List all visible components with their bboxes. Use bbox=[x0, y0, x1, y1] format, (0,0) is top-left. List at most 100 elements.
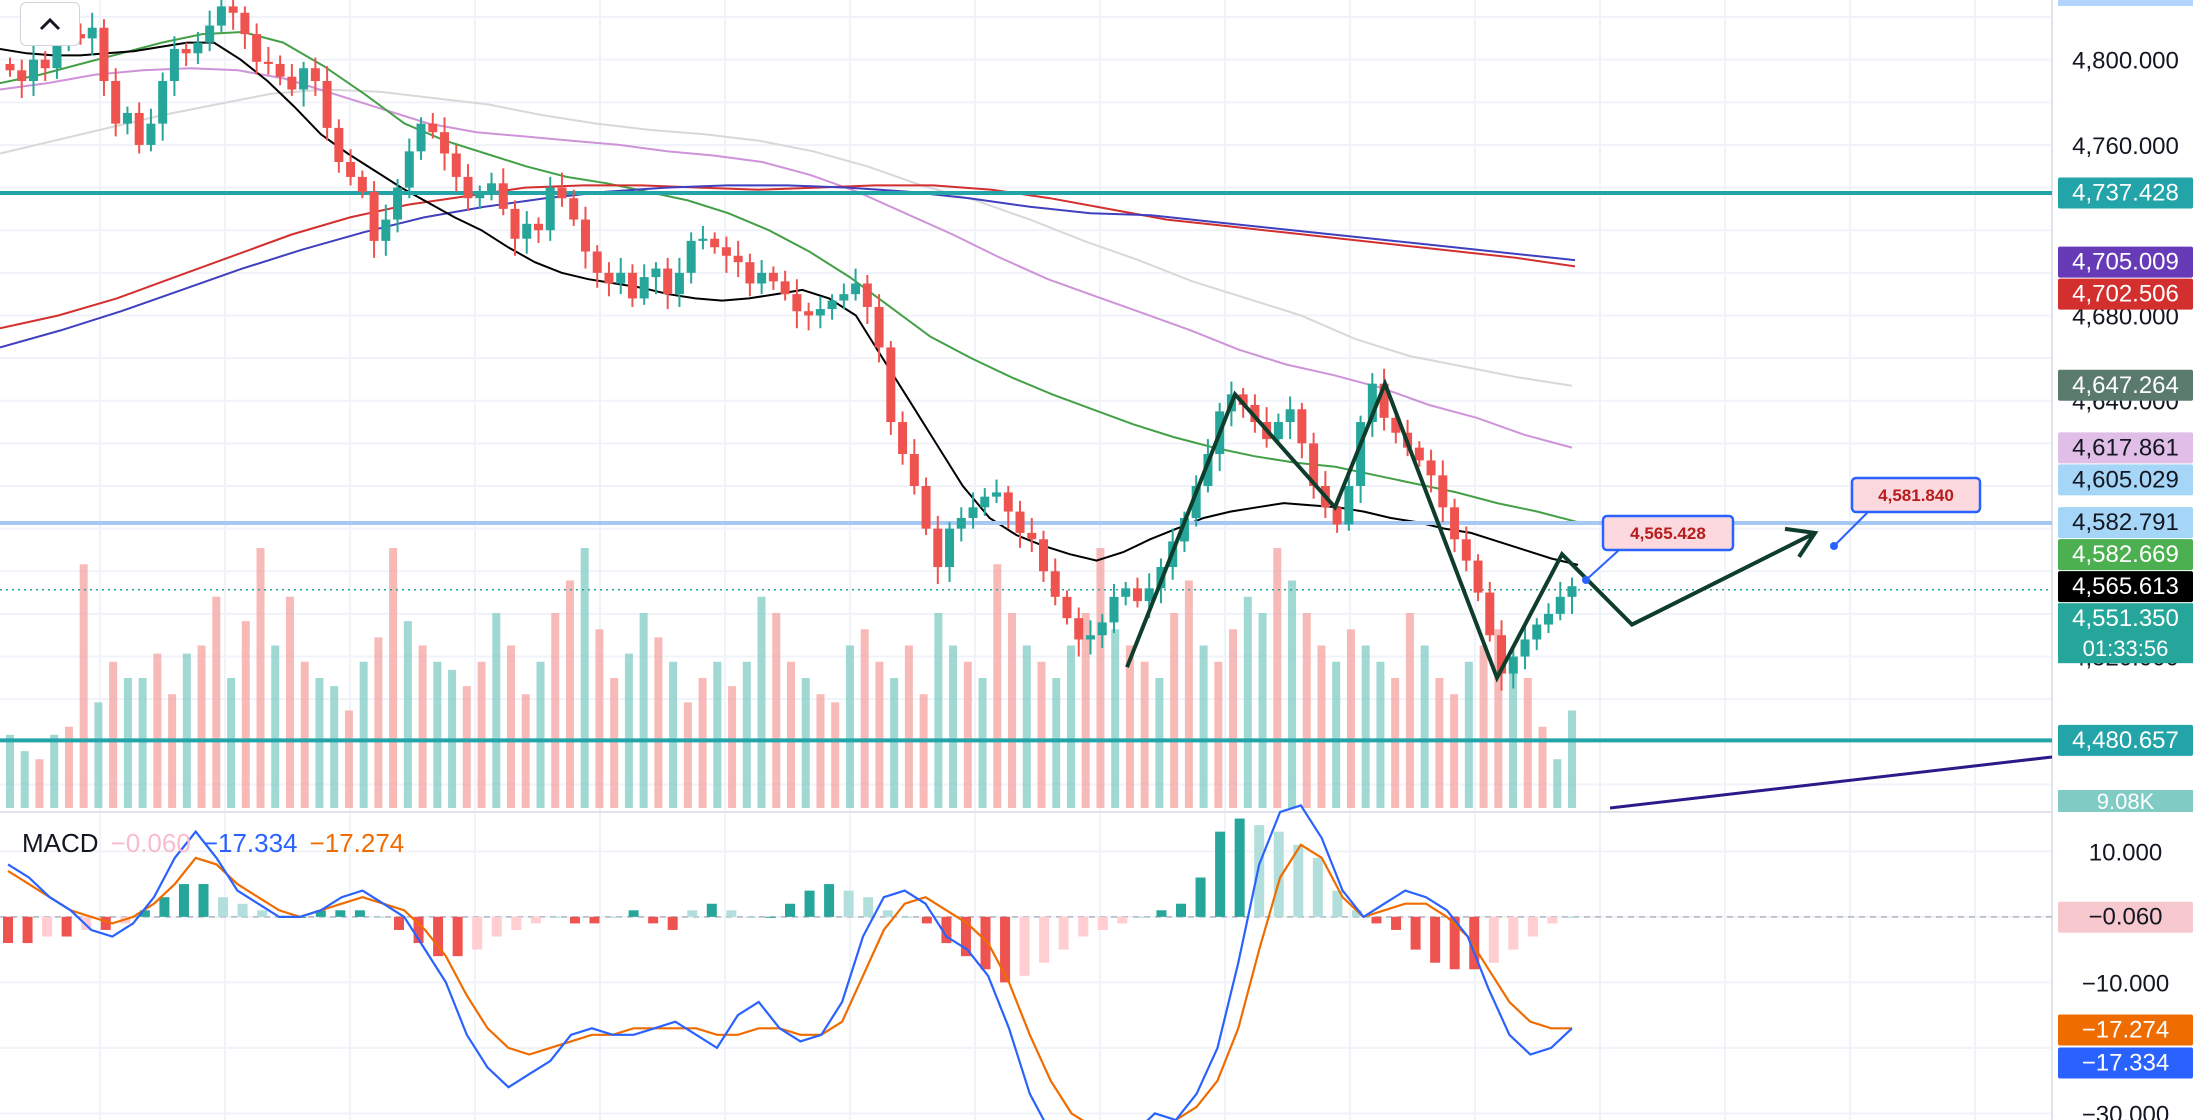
candle-body bbox=[757, 272, 767, 284]
macd-histogram-bar bbox=[765, 916, 776, 918]
candle-body bbox=[1356, 422, 1366, 486]
price-label[interactable]: 4,582.669 bbox=[2058, 539, 2193, 571]
candle bbox=[639, 264, 649, 305]
price-label[interactable]: 4,702.506 bbox=[2058, 278, 2193, 310]
price-label-current[interactable]: 4,551.350 01:33:56 bbox=[2058, 603, 2193, 664]
macd-value-label[interactable]: −0.060 bbox=[2058, 901, 2193, 933]
price-label-box bbox=[2058, 246, 2193, 278]
candle bbox=[1027, 517, 1037, 553]
candle bbox=[5, 57, 15, 77]
candle-body bbox=[252, 34, 262, 62]
macd-histogram-bar bbox=[843, 890, 854, 917]
macd-histogram-bar bbox=[374, 916, 385, 918]
macd-histogram-bar bbox=[1449, 916, 1460, 970]
candle-body bbox=[945, 528, 955, 567]
callout-anchor bbox=[1582, 576, 1590, 584]
macd-histogram-bar bbox=[1215, 831, 1226, 917]
candle bbox=[393, 179, 403, 233]
price-label[interactable]: 4,582.791 bbox=[2058, 507, 2193, 539]
candle bbox=[522, 211, 532, 254]
macd-value-label[interactable]: −17.274 bbox=[2058, 1014, 2193, 1046]
candle-body bbox=[310, 68, 320, 81]
macd-line-value: −17.334 bbox=[202, 828, 298, 858]
macd-histogram-bar bbox=[1097, 916, 1108, 930]
macd-histogram-bar bbox=[42, 916, 53, 937]
candle bbox=[1062, 590, 1072, 625]
candle bbox=[1567, 577, 1577, 614]
candle-body bbox=[1567, 586, 1577, 597]
collapse-button[interactable] bbox=[20, 2, 80, 46]
candle-body bbox=[1250, 405, 1260, 423]
candle-body bbox=[404, 151, 414, 188]
volume-bar bbox=[1450, 694, 1459, 808]
macd-histogram-bar bbox=[178, 884, 189, 917]
candle-body bbox=[686, 240, 696, 273]
macd-histogram-bar bbox=[1156, 910, 1167, 917]
candle bbox=[99, 19, 109, 96]
price-label[interactable]: 4,480.657 bbox=[2058, 724, 2193, 756]
macd-value-label[interactable]: −17.334 bbox=[2058, 1047, 2193, 1079]
price-label[interactable]: 4,617.861 bbox=[2058, 432, 2193, 464]
candle bbox=[475, 185, 485, 209]
macd-histogram-bar bbox=[1547, 916, 1558, 924]
macd-histogram-bar bbox=[706, 903, 717, 917]
price-callout[interactable]: 4,581.840 bbox=[1830, 476, 1982, 550]
macd-histogram-bar bbox=[198, 884, 209, 917]
candle bbox=[252, 23, 262, 75]
candle bbox=[463, 164, 473, 212]
candle-body bbox=[627, 272, 637, 299]
candle-body bbox=[463, 176, 473, 199]
volume-bar bbox=[580, 548, 589, 808]
callout-pointer bbox=[1833, 511, 1869, 547]
volume-bar bbox=[934, 613, 943, 808]
volume-bar bbox=[1096, 548, 1105, 808]
macd-histogram-bar bbox=[530, 916, 541, 924]
macd-histogram-bar bbox=[921, 916, 932, 924]
price-label[interactable]: 4,647.264 bbox=[2058, 369, 2193, 401]
candle bbox=[510, 200, 520, 256]
volume-bar bbox=[1214, 661, 1223, 808]
macd-histogram-bar bbox=[218, 897, 229, 917]
zigzag-pattern-drawing[interactable] bbox=[1125, 378, 1819, 683]
macd-histogram-bar bbox=[3, 916, 13, 944]
volume-bar bbox=[1346, 629, 1355, 808]
price-label[interactable]: 4,605.029 bbox=[2058, 464, 2193, 496]
price-label[interactable]: 4,737.428 bbox=[2058, 177, 2193, 209]
price-label[interactable]: 4,565.613 bbox=[2058, 571, 2193, 603]
candle-body bbox=[1367, 383, 1377, 423]
volume-bar bbox=[153, 653, 162, 808]
volume-bar bbox=[1111, 629, 1120, 808]
candle-body bbox=[1050, 571, 1060, 597]
volume-bar bbox=[1140, 661, 1149, 808]
volume-bar bbox=[1125, 645, 1134, 808]
macd-histogram-bar bbox=[491, 916, 502, 937]
volume-bar bbox=[742, 661, 751, 808]
price-label-text: 4,551.350 bbox=[2072, 605, 2179, 632]
candle bbox=[381, 204, 391, 256]
candle-body bbox=[980, 496, 990, 508]
candle bbox=[674, 257, 684, 307]
price-label[interactable]: 4,705.009 bbox=[2058, 246, 2193, 278]
zigzag-path[interactable] bbox=[1125, 378, 1816, 683]
candle-body bbox=[1015, 511, 1025, 533]
candle bbox=[275, 55, 285, 86]
candle bbox=[334, 119, 344, 173]
price-callouts[interactable]: 4,565.428 4,581.840 bbox=[1582, 476, 1982, 584]
candle bbox=[1050, 558, 1060, 606]
candle-body bbox=[1450, 507, 1460, 540]
volume-bar bbox=[963, 661, 972, 808]
price-axis[interactable]: 4,800.0004,760.0004,680.0004,520.0004,64… bbox=[2053, 0, 2210, 1120]
candle-body bbox=[674, 272, 684, 295]
candle-body bbox=[968, 507, 978, 518]
macd-histogram-bar bbox=[1078, 916, 1089, 937]
candle-body bbox=[111, 81, 121, 124]
candle-body bbox=[240, 12, 250, 35]
volume-bar bbox=[1170, 613, 1179, 808]
candle-body bbox=[1473, 560, 1483, 593]
candle-body bbox=[1273, 422, 1283, 440]
macd-histogram-bar bbox=[1136, 916, 1147, 918]
price-callout[interactable]: 4,565.428 bbox=[1582, 514, 1735, 584]
price-label-text: 4,605.029 bbox=[2072, 466, 2179, 493]
macd-histogram-bar bbox=[1567, 916, 1577, 918]
ma-pink-line bbox=[0, 67, 1573, 449]
